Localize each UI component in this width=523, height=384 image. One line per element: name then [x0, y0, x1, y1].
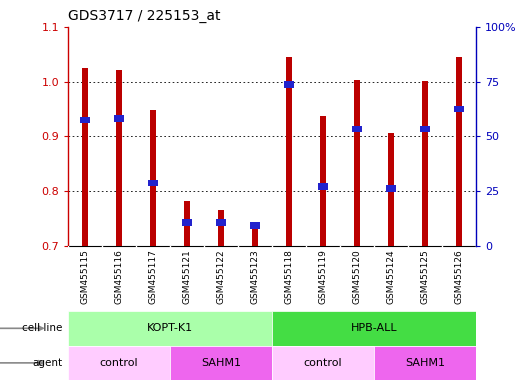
Bar: [272, 311, 476, 346]
Text: GSM455125: GSM455125: [420, 249, 429, 304]
Text: GSM455116: GSM455116: [115, 249, 123, 304]
Bar: [184, 201, 190, 246]
Bar: [319, 184, 327, 190]
Text: agent: agent: [32, 358, 63, 368]
Bar: [170, 346, 272, 380]
Text: GSM455118: GSM455118: [285, 249, 293, 304]
Text: control: control: [304, 358, 342, 368]
Bar: [116, 70, 122, 246]
Text: GSM455121: GSM455121: [183, 249, 191, 304]
Bar: [217, 219, 225, 225]
Text: KOPT-K1: KOPT-K1: [147, 323, 193, 333]
Text: GDS3717 / 225153_at: GDS3717 / 225153_at: [68, 9, 221, 23]
Bar: [218, 210, 224, 246]
Text: GSM455126: GSM455126: [454, 249, 463, 304]
Bar: [150, 110, 156, 246]
Bar: [272, 346, 374, 380]
Bar: [454, 106, 463, 112]
Bar: [456, 57, 462, 246]
Bar: [388, 133, 394, 246]
Bar: [68, 311, 272, 346]
Text: GSM455123: GSM455123: [251, 249, 259, 304]
Bar: [420, 126, 429, 132]
Text: SAHM1: SAHM1: [201, 358, 241, 368]
Text: GSM455119: GSM455119: [319, 249, 327, 304]
Bar: [386, 185, 395, 192]
Bar: [68, 346, 170, 380]
Bar: [354, 80, 360, 246]
Text: HPB-ALL: HPB-ALL: [350, 323, 397, 333]
Bar: [115, 115, 123, 122]
Bar: [374, 346, 476, 380]
Bar: [183, 219, 191, 225]
Text: cell line: cell line: [22, 323, 63, 333]
Bar: [286, 57, 292, 246]
Bar: [251, 222, 259, 229]
Text: GSM455120: GSM455120: [353, 249, 361, 304]
Text: GSM455122: GSM455122: [217, 249, 225, 304]
Bar: [285, 81, 293, 88]
Text: GSM455124: GSM455124: [386, 249, 395, 304]
Bar: [82, 68, 88, 246]
Bar: [149, 180, 157, 186]
Text: GSM455115: GSM455115: [81, 249, 89, 304]
Bar: [422, 81, 428, 246]
Bar: [252, 225, 258, 246]
Bar: [353, 126, 361, 132]
Text: SAHM1: SAHM1: [405, 358, 445, 368]
Bar: [81, 117, 89, 123]
Bar: [320, 116, 326, 246]
Text: GSM455117: GSM455117: [149, 249, 157, 304]
Text: control: control: [100, 358, 138, 368]
